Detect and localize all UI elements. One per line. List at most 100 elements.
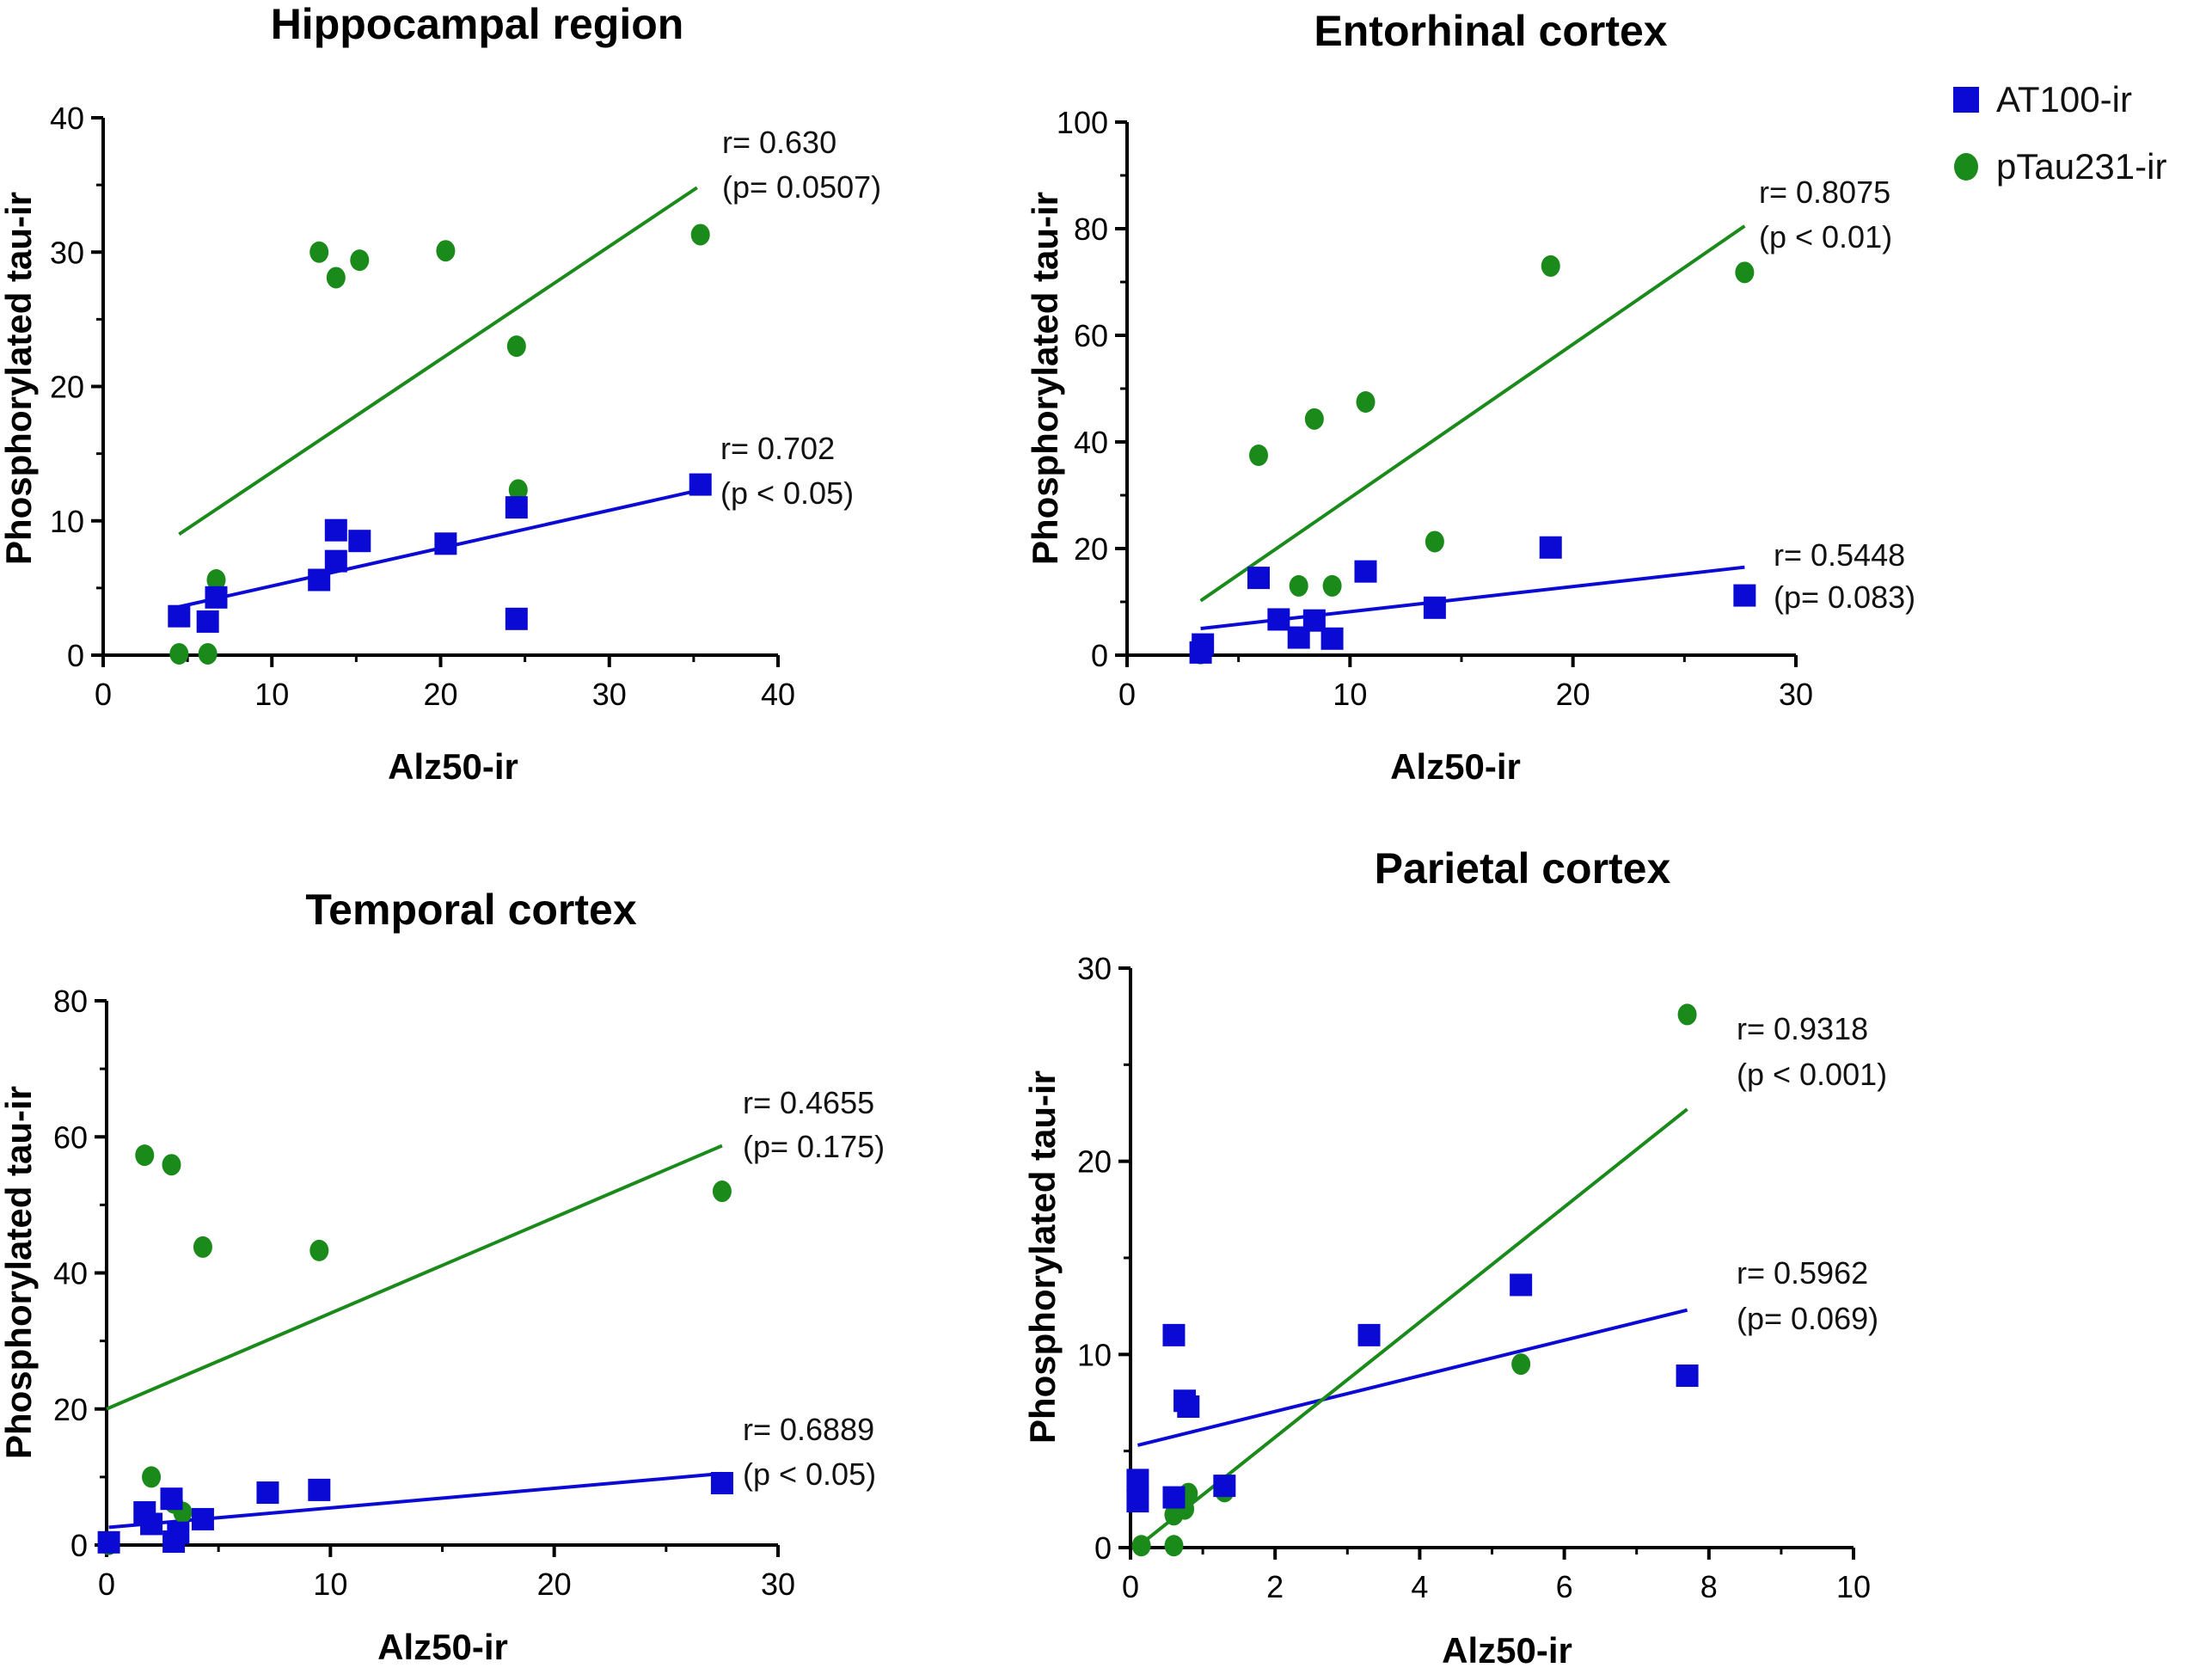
- ptau231-point: [142, 1466, 162, 1488]
- ptau231-point: [169, 642, 189, 665]
- x-axis-label: Alz50-ir: [388, 746, 518, 787]
- annotation-p-ptau231: (p= 0.175): [743, 1129, 885, 1164]
- ptau231-point: [1304, 408, 1324, 430]
- fit-lines: [1137, 1107, 1688, 1546]
- y-tick-label: 20: [53, 1392, 88, 1427]
- ptau231-point: [1131, 1535, 1151, 1557]
- annotation-r-at100: r= 0.5962: [1737, 1255, 1868, 1291]
- at100-point: [196, 610, 219, 633]
- panel-temporal-cortex: Temporal cortex Phosphorylated tau-ir Al…: [0, 886, 885, 1667]
- x-tick-label: 0: [95, 677, 112, 712]
- at100-point: [505, 496, 528, 519]
- at100-point: [1162, 1486, 1186, 1509]
- y-tick-label: 20: [50, 370, 84, 405]
- axis-ticks: 0 20 40 60 80 0 10 20 30: [53, 984, 795, 1602]
- y-tick-label: 0: [70, 1528, 88, 1563]
- x-tick-label: 30: [592, 677, 627, 712]
- y-tick-label: 20: [1074, 531, 1108, 567]
- at100-point: [324, 518, 347, 542]
- ptau231-point: [162, 1154, 181, 1176]
- at100-point: [1354, 560, 1377, 583]
- x-tick-label: 40: [761, 677, 795, 712]
- ptau231-point: [436, 240, 456, 262]
- x-tick-label: 10: [1333, 677, 1367, 712]
- y-tick-label: 20: [1077, 1144, 1112, 1180]
- at100-point: [168, 604, 191, 628]
- y-tick-label: 100: [1057, 105, 1108, 140]
- ptau231-fit-line: [178, 186, 698, 537]
- at100-point: [140, 1512, 163, 1536]
- axis-ticks: 0 10 20 30 0 2 4 6 8 10: [1077, 951, 1871, 1604]
- y-tick-label: 10: [1077, 1337, 1112, 1372]
- at100-point: [1126, 1469, 1149, 1492]
- at100-point: [348, 530, 371, 553]
- fit-lines: [106, 1144, 723, 1530]
- x-tick-label: 20: [1556, 677, 1590, 712]
- x-tick-label: 30: [761, 1567, 795, 1602]
- data-points: [1126, 1003, 1699, 1557]
- at100-point: [1177, 1395, 1200, 1418]
- at100-point: [308, 1478, 331, 1501]
- ptau231-point: [206, 569, 226, 591]
- annotation-r-at100: r= 0.702: [720, 431, 835, 466]
- panel-hippocampal-region: Hippocampal region Phosphorylated tau-ir…: [0, 0, 881, 787]
- y-tick-label: 40: [50, 101, 84, 136]
- y-tick-label: 0: [1094, 1530, 1112, 1566]
- x-axis-label: Alz50-ir: [1390, 746, 1521, 787]
- ptau231-point: [1356, 391, 1376, 413]
- ptau231-point: [1511, 1353, 1531, 1376]
- at100-point: [1162, 1323, 1186, 1346]
- y-tick-label: 30: [50, 235, 84, 270]
- ptau231-point: [309, 241, 329, 263]
- at100-point: [505, 607, 528, 630]
- panel-entorhinal-cortex: Entorhinal cortex Phosphorylated tau-ir …: [1025, 7, 1915, 787]
- annotation-r-ptau231: r= 0.4655: [743, 1085, 874, 1120]
- data-points: [168, 224, 712, 665]
- annotation-p-ptau231: (p < 0.01): [1759, 219, 1892, 254]
- at100-point: [1676, 1364, 1699, 1388]
- at100-point: [1539, 536, 1562, 559]
- ptau231-point: [198, 642, 218, 665]
- ptau231-point: [712, 1180, 732, 1203]
- ptau231-point: [326, 267, 346, 289]
- y-tick-label: 80: [1074, 212, 1108, 247]
- ptau231-point: [1289, 574, 1308, 597]
- axis-ticks: 0 20 40 60 80 100 0 10 20 30: [1057, 105, 1813, 712]
- at100-point: [308, 568, 331, 592]
- annotation-p-at100: (p < 0.05): [720, 475, 854, 511]
- x-tick-label: 0: [98, 1567, 115, 1602]
- at100-point: [1247, 567, 1271, 590]
- at100-fit-line: [1200, 565, 1745, 630]
- y-tick-label: 60: [1074, 318, 1108, 353]
- y-tick-label: 30: [1077, 951, 1112, 986]
- ptau231-fit-line: [1199, 224, 1746, 603]
- ptau231-point: [506, 335, 526, 358]
- at100-point: [97, 1530, 120, 1554]
- at100-point: [1320, 627, 1344, 650]
- y-tick-label: 0: [67, 638, 84, 673]
- legend-marker-at100: [1953, 87, 1979, 113]
- legend-label-ptau231: pTau231-ir: [1996, 146, 2166, 187]
- at100-point: [191, 1507, 214, 1530]
- at100-fit-line: [1137, 1308, 1688, 1447]
- y-axis-label: Phosphorylated tau-ir: [0, 1086, 39, 1459]
- ptau231-point: [309, 1239, 329, 1261]
- annotation-r-ptau231: r= 0.630: [722, 125, 836, 160]
- x-tick-label: 10: [1836, 1569, 1871, 1604]
- at100-point: [1213, 1475, 1236, 1498]
- at100-point: [324, 549, 347, 573]
- panel-parietal-cortex: Parietal cortex Phosphorylated tau-ir Al…: [1022, 844, 1887, 1671]
- at100-point: [1357, 1323, 1381, 1346]
- annotation-r-ptau231: r= 0.9318: [1737, 1011, 1868, 1046]
- annotation-p-at100: (p= 0.083): [1774, 579, 1915, 615]
- y-tick-label: 40: [1074, 425, 1108, 460]
- ptau231-point: [350, 249, 370, 272]
- at100-point: [160, 1487, 183, 1511]
- x-tick-label: 8: [1700, 1569, 1718, 1604]
- x-tick-label: 6: [1556, 1569, 1573, 1604]
- ptau231-point: [1164, 1535, 1184, 1557]
- legend-label-at100: AT100-ir: [1996, 79, 2132, 120]
- ptau231-point: [1425, 530, 1444, 553]
- ptau231-point: [1249, 445, 1269, 466]
